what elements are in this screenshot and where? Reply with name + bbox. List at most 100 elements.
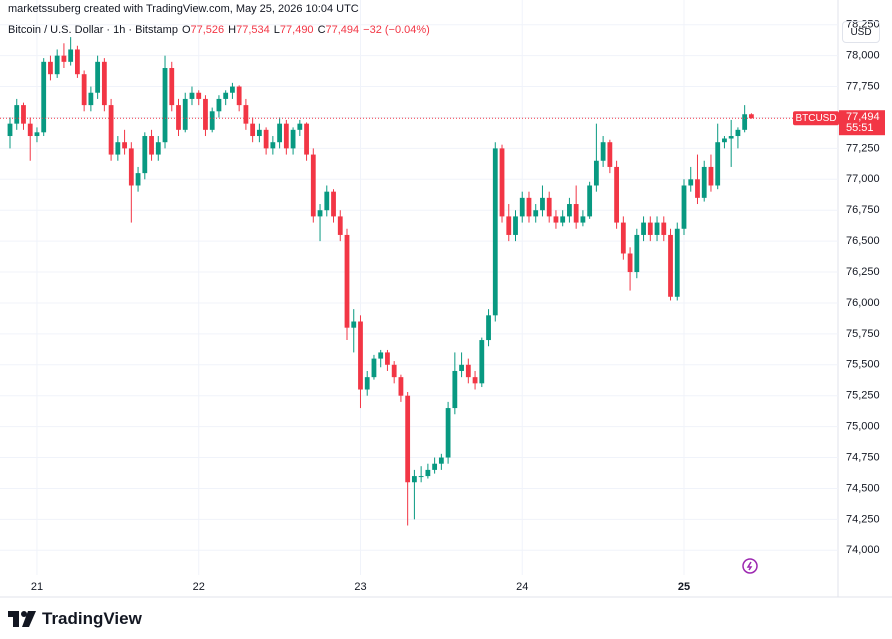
ohlc-item: H77,534 bbox=[228, 24, 270, 36]
candle-body bbox=[715, 142, 721, 186]
candle-body bbox=[122, 142, 127, 149]
title: Bitcoin / U.S. Dollar · 1h · Bitstamp bbox=[8, 24, 178, 36]
y-tick-label: 76,500 bbox=[846, 235, 880, 247]
candle-body bbox=[54, 55, 60, 75]
candle-body bbox=[243, 105, 249, 124]
candle-body bbox=[81, 74, 87, 106]
candle-body bbox=[445, 408, 451, 458]
y-tick-label: 75,250 bbox=[846, 390, 880, 402]
candle-body bbox=[452, 370, 458, 409]
candle-body bbox=[304, 123, 309, 155]
candle-body bbox=[149, 136, 154, 155]
candle-body bbox=[634, 234, 640, 273]
currency-button[interactable]: USD bbox=[842, 21, 880, 43]
candle-body bbox=[560, 216, 566, 223]
candle-body bbox=[567, 204, 572, 217]
ohlc-value: 77,534 bbox=[236, 24, 270, 36]
candle-body bbox=[728, 136, 734, 139]
candle-body bbox=[526, 197, 532, 217]
y-tick-label: 74,250 bbox=[846, 513, 880, 525]
candle-body bbox=[398, 377, 404, 396]
candle-body bbox=[607, 142, 613, 167]
candle-body bbox=[283, 123, 289, 149]
candle-body bbox=[256, 129, 262, 137]
candle-body bbox=[203, 98, 208, 130]
candle-body bbox=[513, 216, 518, 235]
candle-body bbox=[695, 179, 700, 198]
candle-body bbox=[297, 123, 303, 130]
y-tick-label: 74,750 bbox=[846, 451, 880, 463]
candle-body bbox=[331, 191, 336, 217]
candle-body bbox=[135, 173, 141, 186]
countdown: 55:51 bbox=[846, 122, 874, 134]
candle-body bbox=[337, 216, 343, 235]
legend: Bitcoin / U.S. Dollar · 1h · Bitstamp O7… bbox=[8, 24, 430, 36]
candle-body bbox=[364, 377, 370, 390]
symbol-tag bbox=[793, 111, 839, 126]
candle-body bbox=[492, 148, 498, 316]
candle-body bbox=[519, 197, 525, 217]
candle-body bbox=[230, 86, 235, 93]
candle-body bbox=[432, 463, 438, 470]
brand: TradingView bbox=[8, 609, 142, 629]
candle-body bbox=[701, 166, 707, 198]
y-tick-label: 76,000 bbox=[846, 297, 880, 309]
y-tick-label: 76,250 bbox=[846, 266, 880, 278]
candle-body bbox=[142, 136, 148, 174]
candle-body bbox=[641, 222, 646, 235]
candle-body bbox=[95, 61, 101, 93]
candle-body bbox=[182, 98, 188, 130]
candle-body bbox=[115, 142, 121, 155]
candle-body bbox=[506, 216, 512, 235]
candle-body bbox=[7, 123, 13, 137]
candle-body bbox=[593, 160, 599, 186]
candle-body bbox=[344, 234, 350, 328]
candle-body bbox=[661, 222, 667, 235]
x-tick-label: 23 bbox=[354, 581, 366, 593]
ohlc-key: H bbox=[228, 24, 237, 36]
candle-body bbox=[34, 132, 40, 137]
candle-body bbox=[162, 68, 168, 143]
candle-body bbox=[412, 476, 417, 483]
candle-body bbox=[600, 142, 606, 161]
y-tick-label: 75,000 bbox=[846, 421, 880, 433]
x-tick-label: 22 bbox=[193, 581, 205, 593]
candle-body bbox=[540, 197, 545, 211]
candle-body bbox=[358, 321, 363, 390]
candle-body bbox=[742, 114, 748, 130]
x-tick-label: 24 bbox=[516, 581, 528, 593]
candle-body bbox=[88, 92, 94, 106]
candle-body bbox=[546, 197, 552, 217]
candle-body bbox=[169, 68, 175, 106]
candle-body bbox=[587, 185, 593, 217]
ohlc-value: 77,490 bbox=[279, 24, 314, 36]
change: −32 (−0.04%) bbox=[363, 24, 430, 36]
candle-body bbox=[270, 142, 276, 149]
candle-body bbox=[196, 92, 202, 99]
candle-body bbox=[21, 105, 26, 124]
candle-body bbox=[250, 123, 256, 137]
y-tick-label: 77,750 bbox=[846, 80, 880, 92]
candle-body bbox=[216, 98, 222, 112]
candle-body bbox=[668, 234, 673, 297]
candle-body bbox=[378, 352, 384, 359]
candle-body bbox=[553, 216, 559, 223]
y-tick-label: 74,000 bbox=[846, 544, 880, 556]
candle-body bbox=[674, 228, 680, 297]
candle-body bbox=[391, 364, 397, 378]
candle-body bbox=[708, 166, 714, 186]
attribution: marketssuberg created with TradingView.c… bbox=[8, 3, 359, 15]
y-tick-label: 77,000 bbox=[846, 173, 880, 185]
candle-body bbox=[27, 123, 33, 137]
candle-body bbox=[317, 210, 323, 217]
candle-body bbox=[688, 179, 694, 186]
brand-name: TradingView bbox=[42, 609, 142, 628]
candle-body bbox=[479, 340, 485, 384]
candle-body bbox=[385, 352, 390, 365]
y-tick-label: 77,250 bbox=[846, 142, 880, 154]
candle-body bbox=[681, 185, 687, 229]
candle-body bbox=[101, 61, 107, 106]
candle-body bbox=[61, 55, 67, 62]
